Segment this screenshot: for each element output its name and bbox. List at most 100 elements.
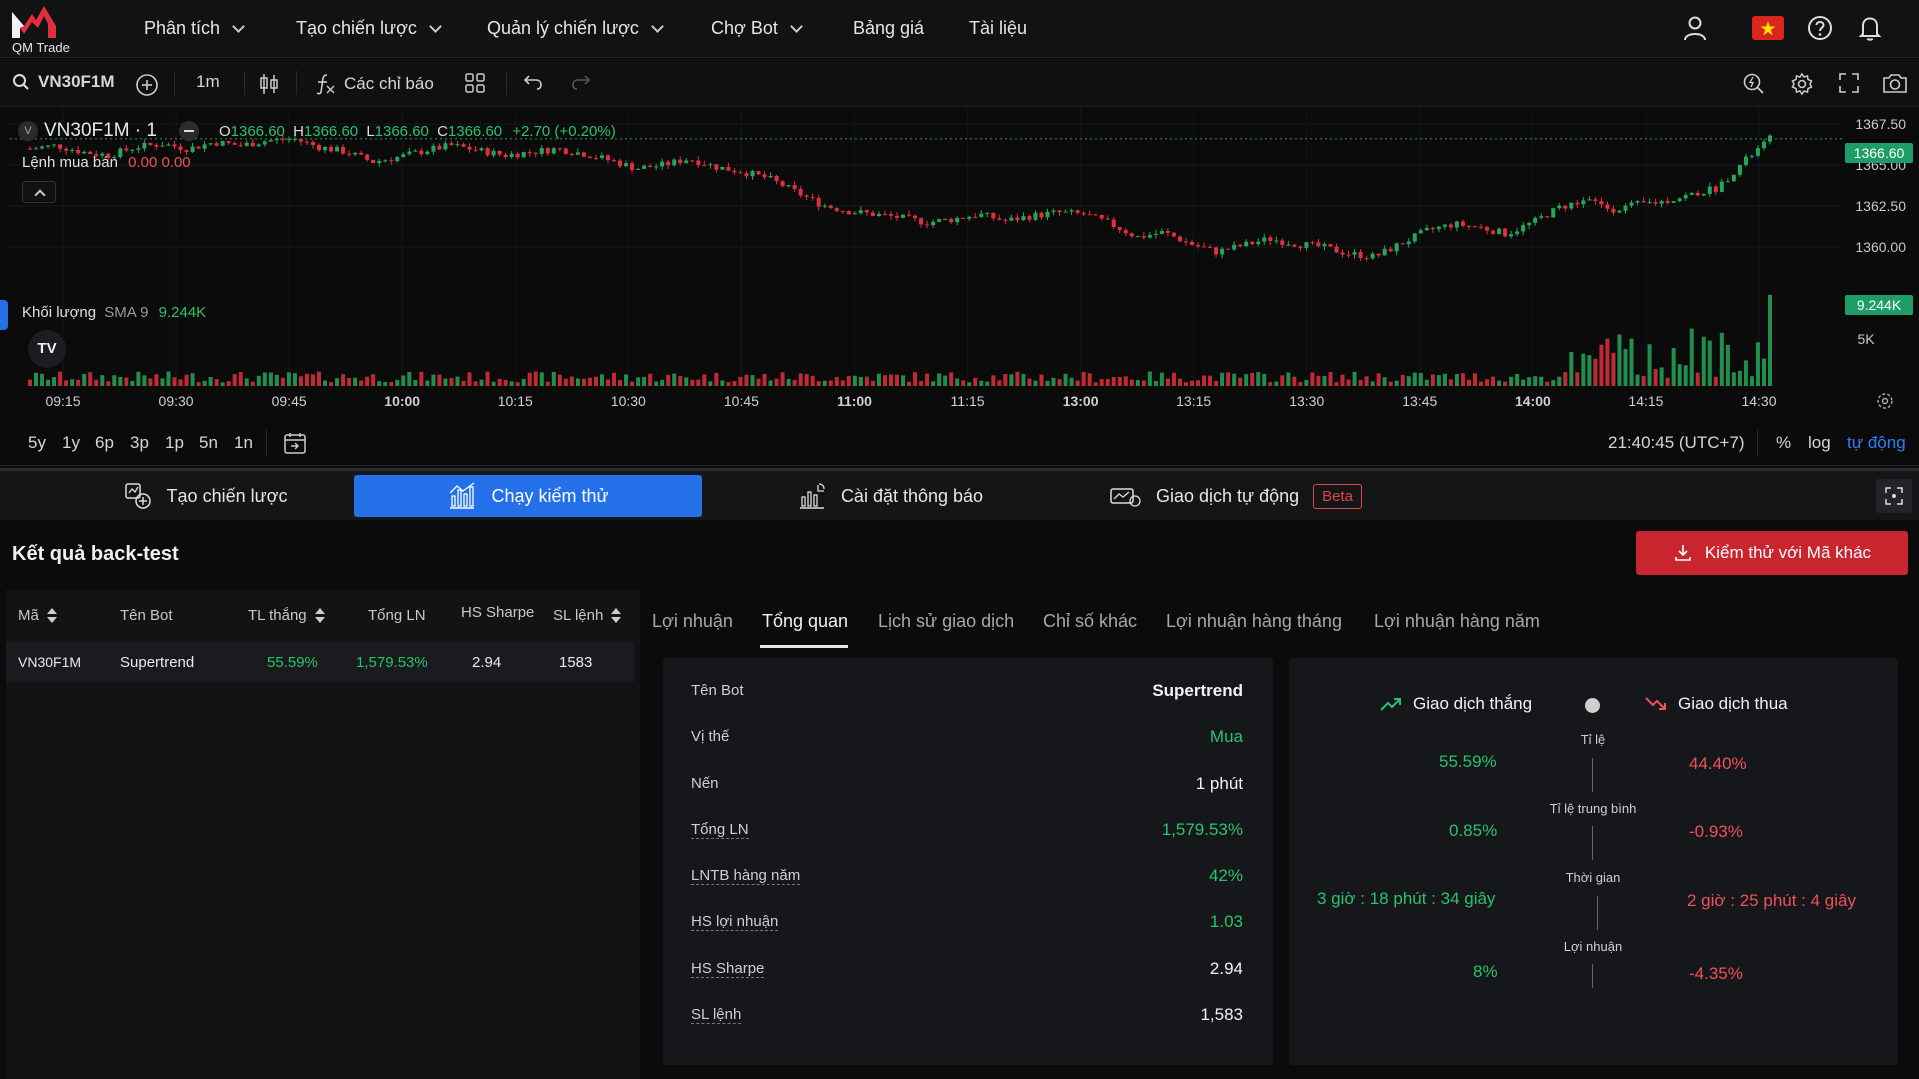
collapse-legend-button[interactable] [22,181,56,203]
nav-cho-bot[interactable]: Chợ Bot [711,18,803,39]
subtab-loi-nhuan-hang-nam[interactable]: Lợi nhuận hàng năm [1374,611,1540,631]
candle-body [70,149,75,151]
volume-bar [407,371,412,386]
minus-circle-icon[interactable] [178,121,199,141]
volume-bar [226,381,231,386]
candle-body [130,149,135,151]
volume-bar [1099,379,1104,386]
range-1p[interactable]: 1p [165,433,184,452]
volume-bar [389,382,394,386]
subtab-tong-quan[interactable]: Tổng quan [762,611,849,631]
tab-giao-dich-tu-dong[interactable]: Giao dịch tự động Beta [1090,475,1380,517]
volume-bar [1202,375,1207,386]
quick-search-button[interactable] [1742,72,1766,96]
last-price-badge: 1366.60 [1845,143,1913,163]
volume-bar [1220,372,1225,386]
tab-chay-kiem-thu[interactable]: Chạy kiểm thử [354,475,702,517]
range-1n[interactable]: 1n [234,433,253,452]
nav-tai-lieu[interactable]: Tài liệu [969,18,1027,39]
bell-icon[interactable] [1856,14,1884,42]
col-sl-lenh[interactable]: SL lệnh [553,607,622,624]
candle-body [1605,204,1610,209]
tradingview-logo-icon[interactable]: TV [28,330,66,368]
candle-body [1021,216,1026,221]
volume-bar [997,380,1002,386]
volume-bar [256,375,261,386]
volume-bar [1165,378,1170,386]
tab-label: Tạo chiến lược [166,485,288,506]
percent-scale-toggle[interactable]: % [1776,433,1792,452]
range-6p[interactable]: 6p [95,433,114,452]
axis-settings-button[interactable] [1876,392,1894,415]
nav-bang-gia[interactable]: Bảng giá [853,18,924,39]
volume-bar [1629,338,1634,386]
candle-body [1527,222,1532,226]
range-1y[interactable]: 1y [62,433,80,452]
range-3p[interactable]: 3p [130,433,149,452]
candle-body [1623,205,1628,211]
range-5n[interactable]: 5n [199,433,218,452]
test-other-symbol-button[interactable]: Kiểm thử với Mã khác [1636,531,1908,575]
nav-tao-chien-luoc[interactable]: Tạo chiến lược [296,18,442,39]
expand-panel-button[interactable] [1876,479,1912,513]
candle-body [389,160,394,162]
symbol-label: VN30F1M [38,72,115,91]
symbol-search[interactable]: VN30F1M [12,72,115,92]
col-tl-thang[interactable]: TL thắng [248,607,325,624]
qm-trade-logo[interactable] [10,4,74,54]
subtab-lich-su-giao-dich[interactable]: Lịch sử giao dịch [878,611,1015,631]
auto-scale-toggle[interactable]: tự động [1847,433,1906,452]
compare-symbol-button[interactable] [134,72,160,98]
candle-body [894,215,899,218]
volume-bar [563,378,568,386]
volume-bar [949,372,954,386]
left-panel-handle[interactable] [0,300,8,330]
help-icon[interactable] [1806,14,1834,42]
candle-body [298,138,303,142]
time-tick-label: 09:15 [45,393,80,409]
tab-tao-chien-luoc[interactable]: Tạo chiến lược [60,475,350,517]
nav-quan-ly-chien-luoc[interactable]: Quản lý chiến lược [487,18,664,39]
col-ma[interactable]: Mã [18,607,57,624]
range-5y[interactable]: 5y [28,433,46,452]
undo-button[interactable] [522,72,544,92]
nav-phan-tich[interactable]: Phân tích [144,18,245,39]
volume-bar [1232,373,1237,386]
indicators-button[interactable]: Các chỉ báo [314,72,434,96]
user-icon[interactable] [1681,14,1709,42]
candle-body [238,144,243,146]
table-row[interactable]: VN30F1M Supertrend 55.59% 1,579.53% 2.94… [6,642,634,682]
volume-bar [1581,353,1586,386]
fullscreen-button[interactable] [1838,72,1860,94]
subtab-loi-nhuan-hang-thang[interactable]: Lợi nhuận hàng tháng [1166,611,1342,631]
candle-body [798,188,803,196]
price-chart[interactable]: 1367.50 1365.00 1362.50 1360.00 09:15 09:30 09… [0,108,1919,418]
redo-button[interactable] [570,72,592,92]
log-scale-toggle[interactable]: log [1808,433,1831,452]
volume-bar [88,372,93,386]
candle-body [274,138,279,141]
interval-button[interactable]: 1m [196,72,220,91]
go-to-date-button[interactable] [283,431,307,460]
tab-cai-dat-thong-bao[interactable]: Cài đặt thông báo [760,475,1020,517]
screenshot-button[interactable] [1882,72,1908,94]
volume-bar [52,377,57,386]
layout-button[interactable] [464,72,486,94]
candle-body [1731,174,1736,182]
volume-bar [220,382,225,386]
candle-body [323,146,328,151]
volume-bar [1479,381,1484,386]
subtab-chi-so-khac[interactable]: Chỉ số khác [1043,611,1138,631]
search-icon [13,74,29,90]
candle-body [1479,226,1484,228]
chart-type-button[interactable] [258,72,280,96]
subtab-loi-nhuan[interactable]: Lợi nhuận [652,611,733,631]
volume-bar [286,372,291,386]
nav-label: Tạo chiến lược [296,18,417,38]
volume-value: 9.244K [158,304,207,321]
settings-button[interactable] [1790,72,1814,96]
button-label: Kiểm thử với Mã khác [1704,543,1872,562]
candle-body [208,143,213,145]
vietnam-flag-icon[interactable] [1752,16,1784,40]
